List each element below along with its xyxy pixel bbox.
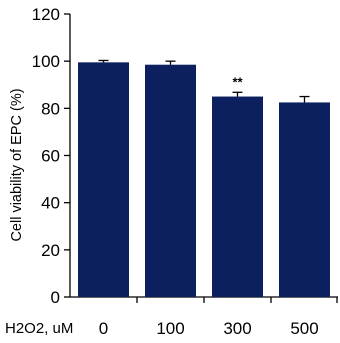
significance-annotation: ** bbox=[232, 74, 243, 89]
x-tick-label: 100 bbox=[156, 319, 184, 338]
y-tick-label: 20 bbox=[41, 241, 60, 260]
bar bbox=[145, 64, 196, 298]
x-tick-label: 500 bbox=[290, 319, 318, 338]
y-tick-label: 120 bbox=[32, 5, 60, 24]
y-tick-label: 80 bbox=[41, 99, 60, 118]
x-tick-label: 300 bbox=[223, 319, 251, 338]
y-axis-label: Cell viability of EPC (%) bbox=[9, 88, 25, 241]
x-axis-prefix-label: H2O2, uM bbox=[5, 320, 73, 337]
y-tick-label: 60 bbox=[41, 147, 60, 166]
bar bbox=[212, 96, 263, 298]
y-tick-label: 100 bbox=[32, 52, 60, 71]
x-tick-label: 0 bbox=[99, 319, 108, 338]
y-tick-label: 0 bbox=[51, 288, 60, 307]
y-tick-label: 40 bbox=[41, 194, 60, 213]
bar bbox=[78, 62, 129, 298]
bar bbox=[279, 102, 330, 297]
plot-area: 0 20 40 60 80 100 120 0 100 300 ** 500 bbox=[32, 5, 338, 338]
